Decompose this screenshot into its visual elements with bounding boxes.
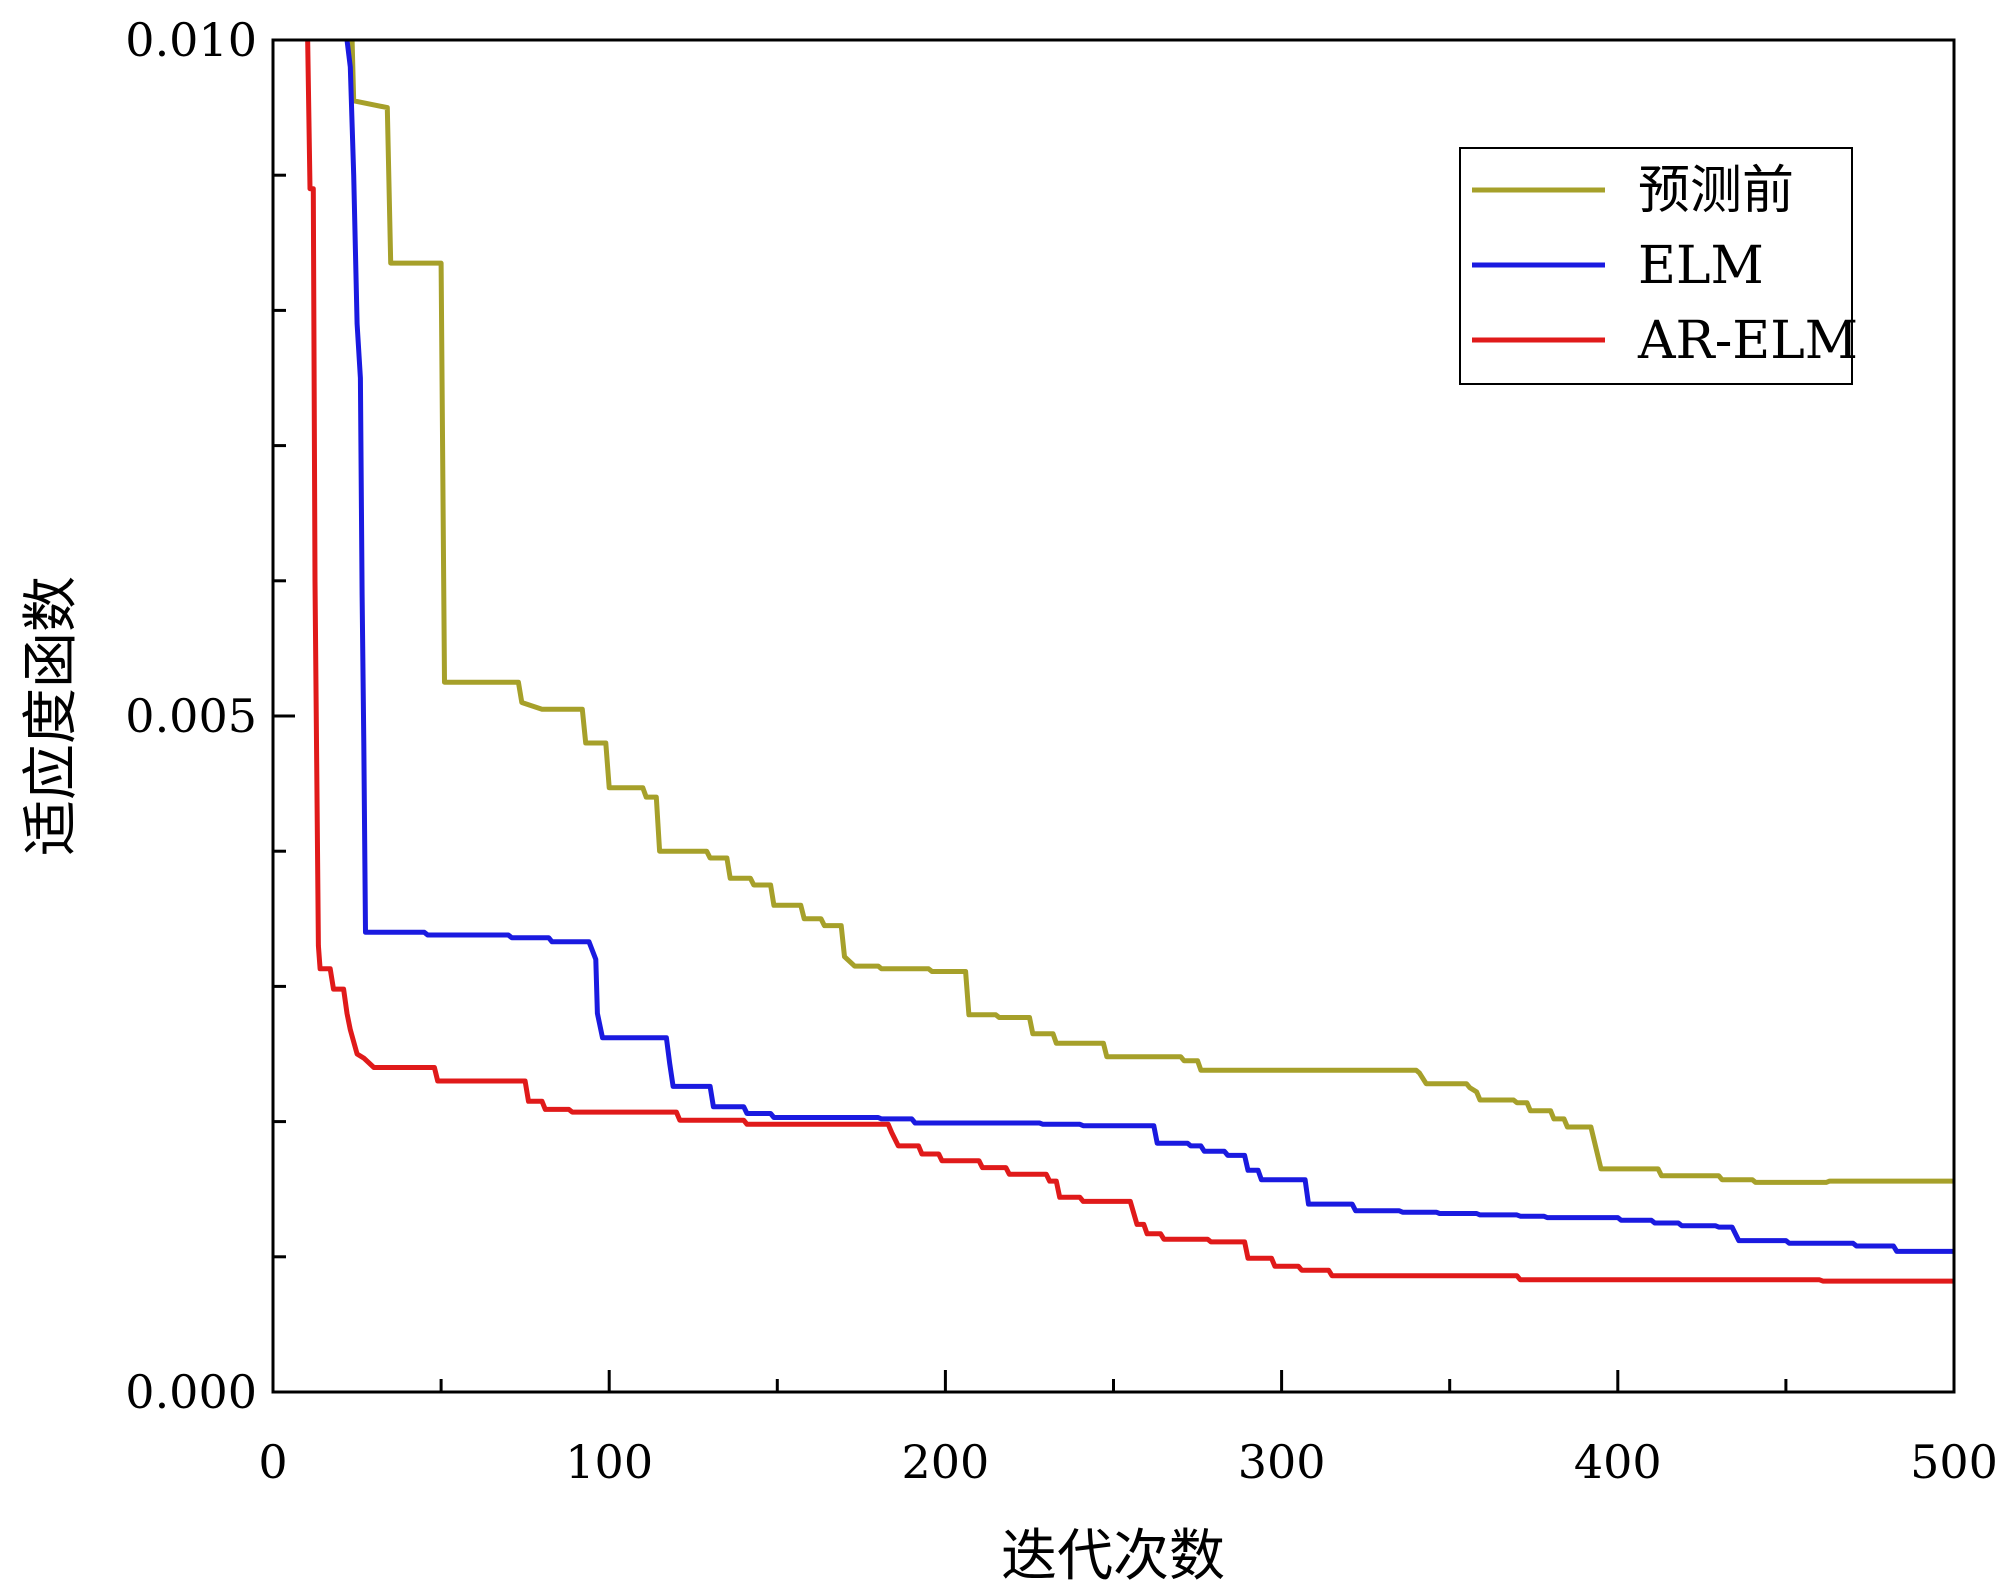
series-line-1 <box>349 40 1954 1185</box>
y-tick-label: 0.005 <box>125 689 257 743</box>
x-axis: 0 100 200 300 400 500 <box>258 1370 1998 1489</box>
y-axis-title: 适应度函数 <box>19 576 84 856</box>
legend-label-1: 预测前 <box>1638 161 1794 221</box>
x-tick-label: 100 <box>565 1435 653 1489</box>
y-tick-label: 0.000 <box>125 1365 257 1419</box>
x-tick-label: 0 <box>258 1435 287 1489</box>
series-line-3 <box>305 40 1954 1284</box>
x-tick-label: 400 <box>1574 1435 1662 1489</box>
legend: 预测前 ELM AR-ELM <box>1459 147 1858 385</box>
series-line-2 <box>344 40 1954 1254</box>
x-tick-label: 300 <box>1238 1435 1326 1489</box>
x-axis-title: 迭代次数 <box>1001 1524 1225 1589</box>
legend-items: 预测前 ELM AR-ELM <box>1472 161 1858 371</box>
series-layer <box>305 40 1954 1284</box>
x-tick-label: 500 <box>1910 1435 1998 1489</box>
legend-label-2: ELM <box>1638 236 1764 296</box>
y-axis: 0.000 0.005 0.010 <box>125 13 295 1419</box>
x-tick-label: 200 <box>901 1435 989 1489</box>
y-tick-label: 0.010 <box>125 13 257 67</box>
legend-label-3: AR-ELM <box>1637 311 1858 371</box>
